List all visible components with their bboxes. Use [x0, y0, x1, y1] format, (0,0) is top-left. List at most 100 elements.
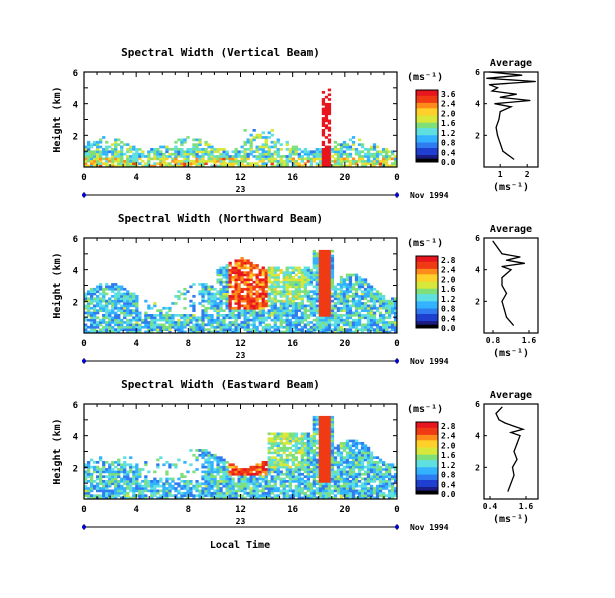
colorbar-segment — [416, 463, 438, 466]
average-profile-point — [523, 262, 526, 264]
colorbar-tick-label: 2.4 — [441, 432, 456, 441]
colorbar-segment — [416, 425, 438, 428]
colorbar-segment — [416, 106, 438, 109]
colorbar-segment — [416, 277, 438, 280]
panels-layer: Spectral Width (Vertical Beam) 2 4 6 Height … — [51, 46, 539, 551]
colorbar-segment — [416, 302, 438, 305]
colorbar-unit: (ms⁻¹) — [407, 72, 443, 83]
colorbar-segment — [416, 472, 438, 475]
colorbar-segment — [416, 317, 438, 320]
y-tick-label: 2 — [73, 464, 78, 474]
y-axis-label: Height (km) — [51, 86, 63, 152]
average-profile-point — [501, 265, 503, 268]
colorbar-segment — [416, 113, 438, 116]
colorbar-segment — [416, 295, 438, 298]
average-profile-line — [492, 240, 525, 326]
y-tick-label: 4 — [73, 101, 79, 111]
colorbar-tick-label: 2.0 — [441, 275, 456, 284]
colorbar-segment — [416, 322, 438, 325]
x-tick-label: 12 — [235, 173, 246, 183]
colorbar-segment — [416, 301, 438, 304]
average-profile-point — [513, 158, 515, 160]
average-frame — [483, 71, 539, 168]
colorbar-segment — [416, 297, 438, 300]
average-profile-point — [496, 246, 499, 249]
colorbar-segment — [416, 126, 438, 129]
average-profile-point — [505, 316, 508, 318]
colorbar-segment — [416, 270, 438, 273]
colorbar-segment — [416, 263, 438, 266]
average-y-tick-label: 4 — [475, 100, 480, 109]
average-y-tick-label: 4 — [475, 266, 480, 275]
colorbar-frame — [415, 255, 439, 329]
average-x-axis-label: (ms⁻¹) — [493, 348, 529, 359]
date-label: Nov 1994 — [410, 523, 449, 532]
colorbar-segment — [416, 313, 438, 316]
colorbar-segment — [416, 259, 438, 262]
average-profile-point — [513, 474, 515, 476]
colorbar-segment — [416, 261, 438, 264]
x-tick-label: 20 — [339, 339, 350, 349]
day-label: 23 — [236, 517, 246, 526]
colorbar-segment — [416, 115, 438, 118]
colorbar-segment — [416, 138, 438, 141]
colorbar-tick-label: 1.6 — [441, 451, 456, 460]
average-profile-point — [519, 256, 521, 258]
day-line-marker — [82, 359, 86, 363]
average-profile-point — [501, 406, 503, 408]
colorbar-tick-label: 0.4 — [441, 314, 456, 323]
average-profile-point — [521, 74, 523, 76]
colorbar-segment — [416, 449, 438, 452]
colorbar-tick-label: 0.4 — [441, 148, 456, 157]
x-tick-label: 0 — [394, 505, 399, 515]
colorbar-segment — [416, 326, 438, 329]
colorbar-segment — [416, 483, 438, 486]
colorbar-tick-label: 1.6 — [441, 119, 456, 128]
average-profile-point — [494, 103, 496, 105]
average-profile-point — [510, 269, 512, 271]
average-profile-point — [492, 240, 494, 242]
colorbar-segment — [416, 145, 438, 148]
heatmap-cells — [84, 415, 398, 500]
colorbar-tick-label: 2.4 — [441, 266, 456, 275]
colorbar-segment — [416, 90, 438, 93]
average-profile-point — [519, 435, 521, 437]
colorbar-segment — [416, 108, 438, 111]
colorbar-segment — [416, 257, 438, 260]
average-frame — [483, 237, 539, 334]
average-profile-point — [491, 90, 493, 92]
colorbar-segment — [416, 142, 438, 145]
average-profile-line — [495, 406, 526, 492]
colorbar-segment — [416, 127, 438, 130]
colorbar-segment — [416, 158, 438, 161]
colorbar-segment — [416, 468, 438, 471]
colorbar-segment — [416, 441, 438, 444]
colorbar-segment — [416, 129, 438, 132]
colorbar-segment — [416, 445, 438, 448]
colorbar-tick-label: 0.8 — [441, 471, 456, 480]
average-x-axis-label: (ms⁻¹) — [493, 182, 529, 193]
colorbar-segment — [416, 470, 438, 473]
day-line-marker — [395, 359, 399, 363]
average-profile-point — [510, 431, 512, 434]
colorbar-segment — [416, 454, 438, 457]
x-tick-label: 0 — [81, 505, 86, 515]
colorbar-segment — [416, 149, 438, 152]
colorbar-segment — [416, 154, 438, 157]
x-tick-label: 8 — [186, 173, 191, 183]
colorbar-segment — [416, 100, 438, 103]
average-frame — [483, 403, 539, 500]
average-profile-point — [505, 259, 508, 261]
average-profile-point — [505, 292, 508, 294]
colorbar-segment — [416, 432, 438, 435]
colorbar-tick-label: 0.8 — [441, 139, 456, 148]
panel-1: Spectral Width (Northward Beam) 2 4 6 Height… — [51, 212, 539, 366]
colorbar-segment — [416, 319, 438, 322]
average-y-tick-label: 2 — [475, 297, 480, 306]
colorbar-segment — [416, 91, 438, 94]
colorbar-segment — [416, 290, 438, 293]
colorbar-segment — [416, 474, 438, 477]
average-profile-point — [504, 422, 506, 424]
x-tick-label: 20 — [339, 505, 350, 515]
colorbar-segment — [416, 308, 438, 311]
